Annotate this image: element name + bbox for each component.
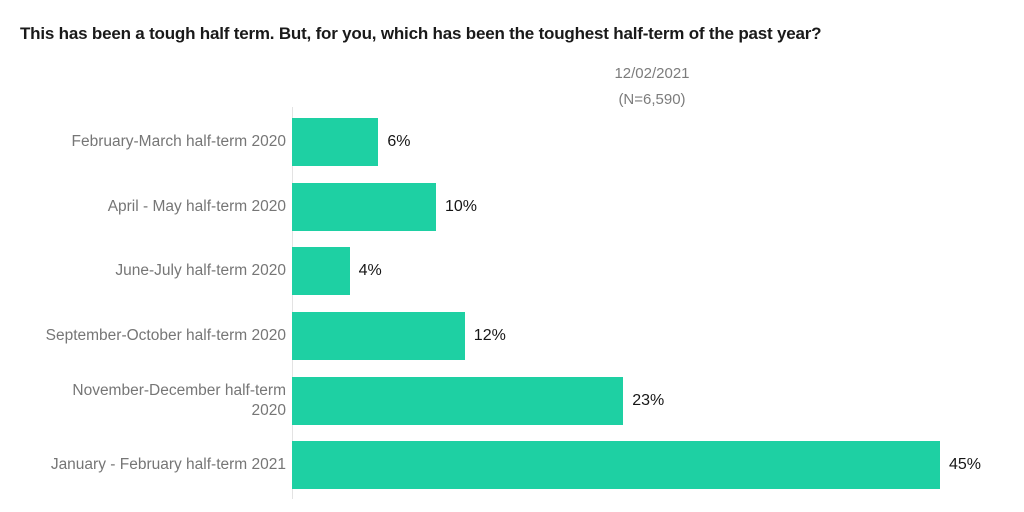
category-label: November-December half-term 2020 <box>72 381 286 419</box>
category-label: September-October half-term 2020 <box>45 327 286 345</box>
value-label: 4% <box>358 262 382 280</box>
bar <box>292 376 624 425</box>
value-label: 23% <box>632 391 665 409</box>
chart-title: This has been a tough half term. But, fo… <box>20 24 822 43</box>
plot-area: February-March half-term 2020 6% April -… <box>0 107 1012 500</box>
bar-row: February-March half-term 2020 6% <box>0 110 1012 175</box>
bar-track: 4% <box>292 247 1012 296</box>
value-label: 12% <box>473 327 506 345</box>
bar-track: 12% <box>292 312 1012 361</box>
bar-track: 45% <box>292 441 1012 490</box>
chart-subtitle: 12/02/2021 (N=6,590) <box>292 61 1012 113</box>
bar-row: September-October half-term 2020 12% <box>0 304 1012 369</box>
bar-track: 23% <box>292 376 1012 425</box>
value-label: 6% <box>387 133 411 151</box>
subtitle-sample-size: (N=6,590) <box>618 91 686 108</box>
value-label: 10% <box>445 197 478 215</box>
bar <box>292 182 436 231</box>
category-label: June-July half-term 2020 <box>115 262 286 280</box>
value-label: 45% <box>949 456 982 474</box>
bar-row: April - May half-term 2020 10% <box>0 175 1012 240</box>
y-axis-line <box>292 107 293 499</box>
bar <box>292 118 379 167</box>
bar-row: November-December half-term 2020 23% <box>0 368 1012 433</box>
category-label: February-March half-term 2020 <box>71 133 287 151</box>
category-label: April - May half-term 2020 <box>107 197 286 215</box>
bar-track: 10% <box>292 182 1012 231</box>
category-label: January - February half-term 2021 <box>50 456 286 474</box>
subtitle-date: 12/02/2021 <box>614 65 690 82</box>
bar <box>292 312 465 361</box>
bar-row: June-July half-term 2020 4% <box>0 239 1012 304</box>
bar <box>292 247 350 296</box>
bar-row: January - February half-term 2021 45% <box>0 433 1012 498</box>
bar <box>292 441 940 490</box>
bar-track: 6% <box>292 118 1012 167</box>
